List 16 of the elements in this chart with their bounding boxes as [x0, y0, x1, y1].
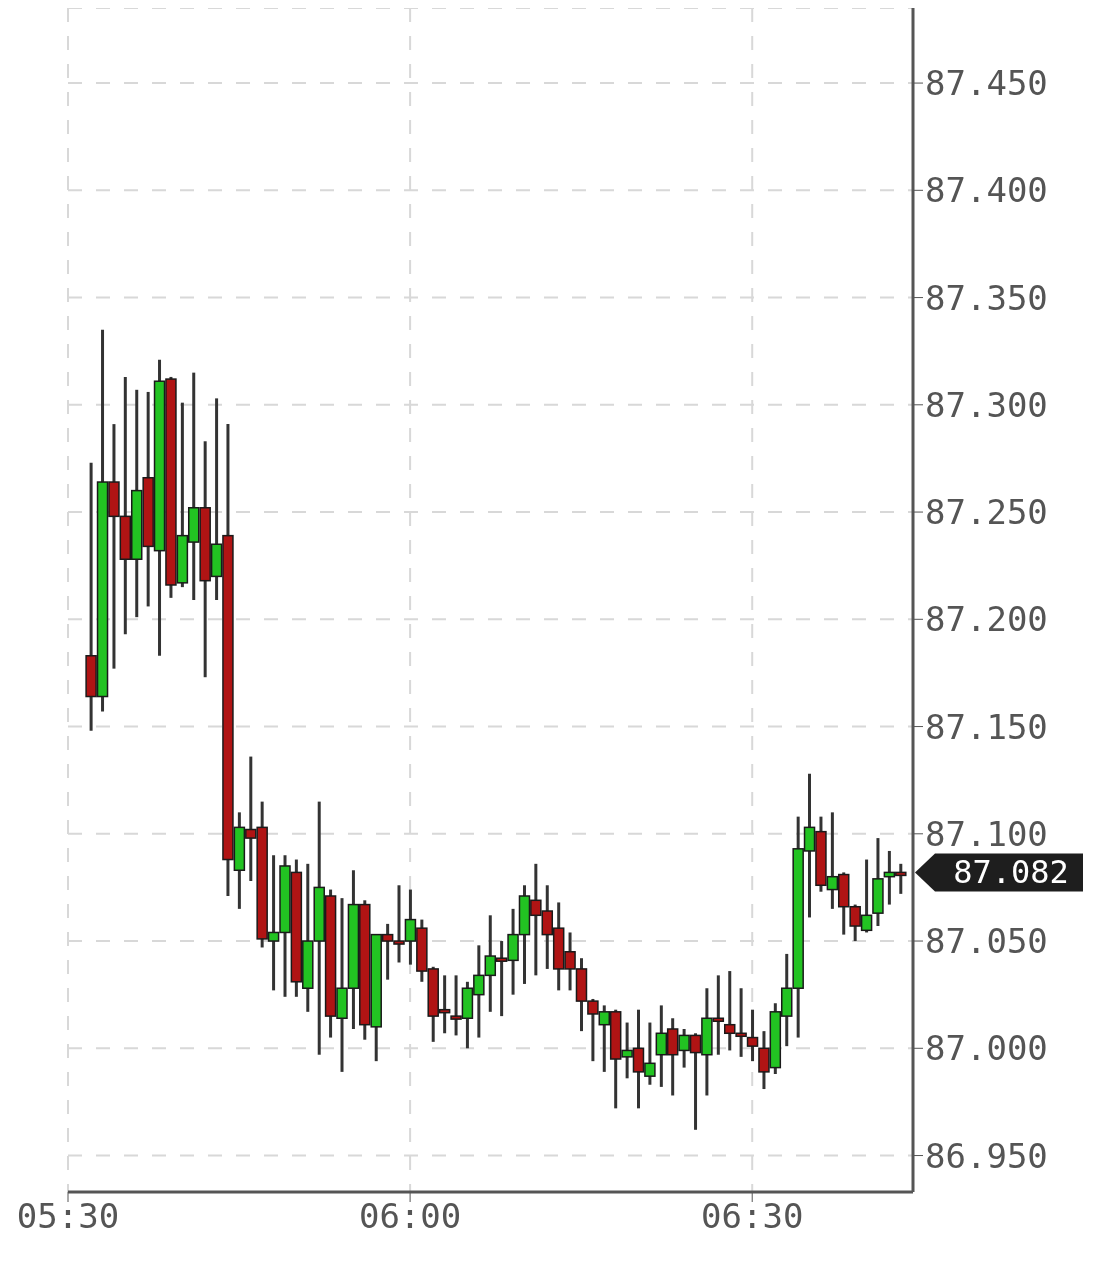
y-tick-label: 87.200	[925, 599, 1048, 640]
y-tick-label: 87.350	[925, 277, 1048, 318]
y-tick-label: 87.250	[925, 492, 1048, 533]
y-tick-label: 87.300	[925, 384, 1048, 425]
text: 87.082	[953, 853, 1069, 892]
y-tick-label: 87.000	[925, 1028, 1048, 1069]
candlestick	[746, 1009, 759, 1063]
y-tick-label: 87.400	[925, 170, 1048, 211]
y-tick-label: 87.050	[925, 921, 1048, 962]
y-tick-label: 87.150	[925, 706, 1048, 747]
x-tick-label: 05:30	[16, 1196, 120, 1237]
y-tick-label: 87.450	[925, 63, 1048, 104]
x-tick-label: 06:30	[701, 1196, 804, 1237]
x-tick-label: 06:00	[358, 1196, 462, 1237]
y-tick-label: 87.100	[925, 813, 1048, 854]
y-tick-label: 86.950	[925, 1135, 1048, 1176]
